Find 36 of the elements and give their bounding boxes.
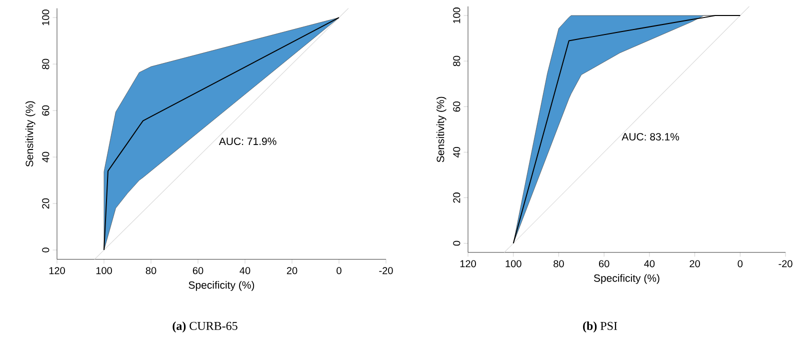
x-tick-label: 40 [644,260,655,268]
y-tick-label: 20 [42,198,50,209]
x-tick-label: 120 [49,267,65,274]
x-axis-title: Specificity (%) [188,281,254,291]
y-tick-label: 60 [42,105,50,116]
x-tick-label: 20 [286,267,298,274]
x-tick-label: 80 [554,260,564,268]
annotation: AUC: 83.1% [622,133,680,141]
y-axis-title: Sensitivity (%) [25,101,36,167]
x-tick-label: 120 [460,260,476,268]
y-tick-label: 100 [453,8,460,24]
x-tick-label: 20 [690,260,700,268]
x-tick-label: 60 [192,267,204,274]
y-axis-title: Sensitivity (%) [436,96,446,162]
y-tick-label: 80 [453,56,460,66]
text: (b) PSI [583,322,618,332]
x-tick-label: -20 [379,267,393,274]
y-tick-label: 0 [42,248,50,252]
y-tick-label: 0 [453,240,460,246]
x-tick-label: 0 [336,267,342,274]
y-tick-label: 20 [453,192,460,203]
x-tick-label: 60 [599,260,610,268]
x-tick-label: -20 [778,260,792,268]
x-tick-label: 100 [96,267,112,274]
y-tick-label: 40 [453,147,460,158]
y-tick-label: 40 [42,152,50,162]
x-tick-label: 100 [506,260,522,268]
annotation: AUC: 71.9% [218,138,276,146]
y-tick-label: 60 [453,101,460,112]
x-tick-label: 40 [240,267,250,274]
y-tick-label: 100 [42,10,50,26]
y-tick-label: 80 [42,58,50,70]
text: (a) CURB-65 [172,322,238,332]
x-tick-label: 0 [738,260,743,268]
x-axis-title: Specificity (%) [594,274,660,284]
x-tick-label: 80 [146,267,156,274]
